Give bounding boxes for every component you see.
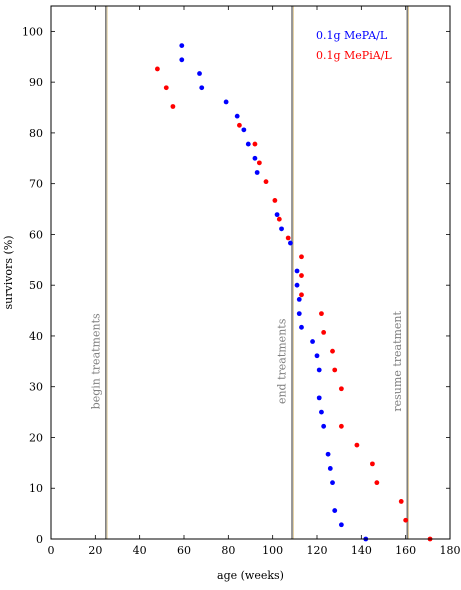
- mepia-point: [403, 517, 409, 523]
- treatment-line-label: resume treatment: [391, 310, 404, 411]
- mepa-point: [199, 85, 205, 91]
- y-tick-label: 0: [36, 533, 43, 546]
- mepa-point: [179, 43, 185, 48]
- y-tick-label: 20: [29, 431, 43, 444]
- mepia-point: [338, 386, 344, 392]
- x-tick-label: 120: [307, 544, 328, 557]
- x-tick-label: 40: [133, 544, 147, 557]
- mepia-point: [299, 292, 304, 298]
- mepa-point: [321, 423, 327, 429]
- mepia-point: [398, 499, 404, 504]
- y-tick-label: 40: [29, 330, 43, 343]
- mepa-point: [241, 127, 247, 133]
- mepa-point: [299, 324, 304, 330]
- mepa-point: [197, 71, 202, 76]
- y-tick-label: 70: [29, 178, 43, 191]
- treatment-line-label: end treatments: [276, 318, 289, 404]
- y-tick-label: 50: [29, 279, 43, 292]
- mepia-point: [321, 329, 327, 335]
- mepia-point: [252, 141, 258, 147]
- mepia-point: [354, 442, 360, 448]
- y-tick-label: 100: [22, 25, 43, 38]
- legend-entry-mepa: 0.1g MePA/L: [316, 29, 388, 42]
- mepa-point: [338, 522, 344, 528]
- mepa-point: [296, 297, 302, 302]
- y-tick-label: 90: [29, 76, 43, 89]
- mepa-point: [294, 268, 300, 274]
- mepa-point: [330, 480, 335, 486]
- mepa-point: [245, 141, 251, 147]
- mepa-point: [234, 113, 240, 119]
- mepa-point: [179, 57, 185, 63]
- mepa-point: [310, 339, 315, 344]
- plot-frame: [50, 5, 451, 540]
- mepia-point: [170, 104, 176, 109]
- mepa-point: [294, 282, 300, 288]
- mepia-point: [237, 122, 242, 128]
- mepia-point: [276, 216, 282, 222]
- x-tick-label: 160: [395, 544, 416, 557]
- mepa-point: [296, 311, 302, 317]
- data-points: [155, 43, 433, 542]
- mepa-point: [332, 508, 338, 513]
- mepia-point: [285, 235, 291, 241]
- y-tick-label: 30: [29, 381, 43, 394]
- mepia-point: [155, 66, 160, 72]
- mepa-point: [327, 466, 333, 471]
- mepia-point: [163, 85, 169, 91]
- mepa-point: [319, 409, 324, 415]
- x-axis-title: age (weeks): [217, 569, 284, 582]
- mepa-point: [316, 367, 322, 373]
- legend-entry-mepia: 0.1g MePiA/L: [316, 49, 392, 62]
- mepa-point: [252, 155, 258, 161]
- y-tick-label: 10: [29, 482, 43, 495]
- y-tick-label: 80: [29, 127, 43, 140]
- treatment-line-label: begin treatments: [89, 313, 102, 409]
- mepa-point: [279, 226, 284, 232]
- x-tick-label: 180: [440, 544, 461, 557]
- mepia-point: [299, 254, 304, 260]
- axis-ticks: 0 20 40 60 80 100 120 140 160 180 0 10 20 30 40 50 60 70 8…: [22, 6, 461, 557]
- x-tick-label: 100: [262, 544, 283, 557]
- x-tick-label: 80: [221, 544, 235, 557]
- mepia-point: [330, 348, 335, 354]
- mepia-point: [256, 160, 262, 166]
- mepa-point: [288, 240, 293, 246]
- treatment-lines: begin treatments end treatments resume tre…: [89, 6, 409, 539]
- x-tick-label: 60: [177, 544, 191, 557]
- mepia-point: [299, 273, 304, 278]
- y-tick-label: 60: [29, 228, 43, 241]
- y-axis-title: survivors (%): [2, 236, 15, 310]
- mepia-point: [332, 367, 338, 373]
- mepa-point: [223, 99, 229, 105]
- mepa-point: [325, 451, 331, 457]
- mepia-point: [263, 179, 269, 185]
- mepa-point: [316, 395, 322, 401]
- mepia-point: [272, 198, 278, 203]
- mepia-point: [338, 423, 344, 429]
- mepia-point: [319, 311, 324, 317]
- mepia-point: [374, 480, 380, 486]
- x-tick-label: 140: [351, 544, 372, 557]
- mepa-point: [254, 170, 260, 175]
- mepia-point: [370, 461, 375, 467]
- mepa-point: [314, 353, 320, 359]
- mepa-point: [274, 212, 280, 218]
- x-tick-label: 20: [88, 544, 102, 557]
- x-tick-label: 0: [48, 544, 55, 557]
